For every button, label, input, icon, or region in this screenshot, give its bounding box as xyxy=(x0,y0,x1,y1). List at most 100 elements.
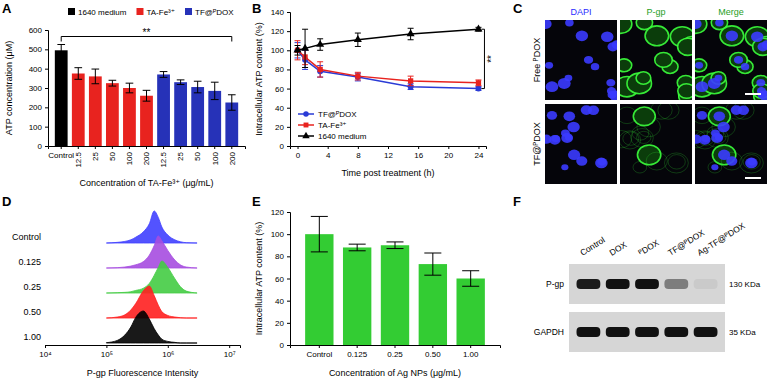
error-bar xyxy=(91,69,99,84)
tick-mark xyxy=(287,234,290,235)
row-label: P-gp xyxy=(546,279,564,289)
marker xyxy=(294,46,302,53)
plot-area xyxy=(106,211,197,343)
tick: 10⁶ xyxy=(162,345,174,359)
micrograph-background xyxy=(695,104,767,184)
bar xyxy=(140,96,153,146)
nucleus-stain xyxy=(595,158,608,169)
nucleus-stain xyxy=(738,106,749,116)
legend-item: TF@ᴾDOX xyxy=(298,110,357,119)
nucleus-stain xyxy=(726,156,737,165)
nucleus-stain xyxy=(565,75,573,82)
nucleus-stain xyxy=(695,135,702,144)
legend-label: TA-Fe³⁺ xyxy=(318,121,347,130)
nucleus-stain xyxy=(741,63,749,70)
tick-mark xyxy=(470,345,471,348)
error-bar xyxy=(143,90,151,101)
panel-label: A xyxy=(2,1,12,16)
tick-mark xyxy=(287,50,290,51)
axis: 10⁴10⁵10⁶10⁷ xyxy=(39,345,240,359)
line xyxy=(298,50,479,83)
tick-label: 120 xyxy=(271,208,285,217)
tick-mark xyxy=(287,323,290,324)
tick: 0 xyxy=(280,142,290,151)
marker xyxy=(355,73,360,78)
tick-label: 4 xyxy=(326,151,331,160)
bar xyxy=(381,245,409,345)
tick: 20 xyxy=(275,123,290,132)
tick-label: 20 xyxy=(275,123,284,132)
panel-label: F xyxy=(513,194,521,209)
error-bar xyxy=(160,72,168,78)
legend-marker xyxy=(303,111,309,117)
tick-label: 100 xyxy=(271,46,285,55)
panel-label: E xyxy=(252,194,261,209)
annotation: ** xyxy=(486,55,497,63)
row-label: TF@ᴾDOX xyxy=(532,122,542,165)
tick-mark xyxy=(45,49,48,50)
tick-mark xyxy=(319,345,320,348)
tick-label: 0 xyxy=(280,341,285,350)
micrograph xyxy=(695,20,767,100)
nucleus-stain xyxy=(591,63,599,70)
marker xyxy=(408,78,413,83)
tick-label: 200 xyxy=(29,103,43,112)
micrograph xyxy=(695,104,767,184)
micrograph xyxy=(545,104,617,184)
nucleus-stain xyxy=(545,135,552,144)
membrane-stain xyxy=(658,104,679,119)
band xyxy=(577,327,601,337)
plot-area xyxy=(294,25,483,92)
tick-mark xyxy=(163,146,164,149)
membrane-stain xyxy=(636,72,651,84)
panel: CDAPIP-gpMergeFree ᴾDOXTF@ᴾDOX xyxy=(513,1,768,184)
panel-label: D xyxy=(2,194,11,209)
tick: 100 xyxy=(125,146,134,165)
tick-label: 100 xyxy=(125,151,134,165)
legend-item: 1640 medium xyxy=(68,8,127,17)
tick-label: 60 xyxy=(275,85,284,94)
tick-mark xyxy=(448,146,449,149)
tick: 10⁴ xyxy=(39,345,52,359)
lane-label: Ag-TF@ᴾDOX xyxy=(695,220,747,257)
nucleus-stain xyxy=(715,75,723,82)
tick-mark xyxy=(432,345,433,348)
micrograph xyxy=(620,20,692,100)
series-label: Control xyxy=(12,232,41,242)
tick-mark xyxy=(146,146,147,149)
tick-label: 24 xyxy=(475,151,484,160)
series-label: 0.25 xyxy=(23,282,41,292)
tick: 0 xyxy=(38,142,48,151)
nucleus-stain xyxy=(588,106,599,116)
band xyxy=(635,279,659,289)
tick-label: 50 xyxy=(193,151,202,160)
legend-marker xyxy=(304,123,309,128)
tick-label: 20 xyxy=(275,319,284,328)
tick: 600 xyxy=(29,26,48,35)
figure: A0100200300400500600Control12.5255010020… xyxy=(0,0,768,384)
tick: 500 xyxy=(29,45,48,54)
error-bar xyxy=(311,216,328,251)
histogram xyxy=(106,311,197,343)
tick: 25 xyxy=(91,146,100,161)
error-bar xyxy=(408,76,414,86)
axis-line xyxy=(291,346,501,349)
axis-line xyxy=(45,31,49,147)
band xyxy=(664,327,688,337)
bar xyxy=(419,264,447,345)
tick-mark xyxy=(180,146,181,149)
membrane-stain xyxy=(678,84,692,99)
band xyxy=(694,279,718,289)
tick-mark xyxy=(287,127,290,128)
tick-label: Control xyxy=(48,151,74,160)
error-bar xyxy=(355,72,361,80)
nucleus-stain xyxy=(715,134,723,140)
tick-mark xyxy=(287,89,290,90)
legend-swatch xyxy=(68,8,75,15)
marker xyxy=(316,40,324,47)
tick-label: 0 xyxy=(280,142,285,151)
tick-label: 50 xyxy=(108,151,117,160)
axis-title: P-gp Fluorescence Intensity xyxy=(87,368,199,378)
legend-swatch xyxy=(185,8,192,15)
nucleus-stain xyxy=(607,87,616,95)
